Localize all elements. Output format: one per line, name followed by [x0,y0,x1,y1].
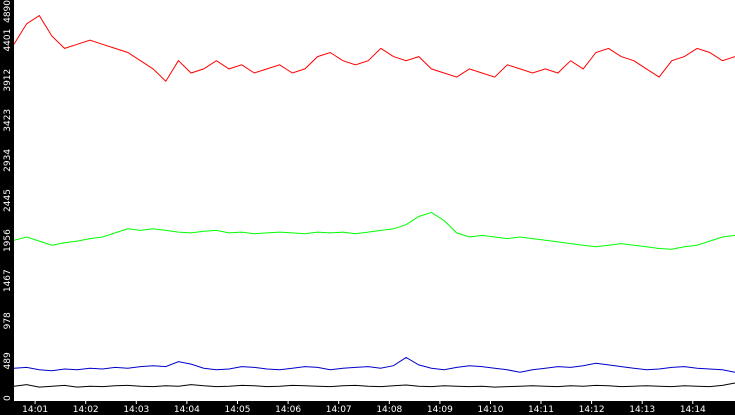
y-tick-label: 1467 [3,269,13,292]
x-tick-label: 14:01 [22,405,48,415]
x-tick-label: 14:04 [174,405,200,415]
x-tick-label: 14:13 [629,405,655,415]
y-tick-label: 4890 [3,0,13,23]
y-tick-label: 0 [3,395,13,401]
plot-area [14,0,735,401]
x-tick-label: 14:03 [123,405,149,415]
y-tick-label: 4401 [3,29,13,52]
x-tick-label: 14:11 [528,405,554,415]
series-line-2 [13,211,735,250]
x-tick-label: 14:09 [427,405,453,415]
y-tick-label: 489 [3,352,13,369]
x-tick-label: 14:14 [680,405,706,415]
y-tick-label: 2445 [3,189,13,212]
y-axis: 0 489 978 1467 1956 2445 2934 3423 3912 4401 4890 [3,0,13,401]
y-tick-label: 1956 [3,229,13,252]
y-tick-label: 3912 [3,69,13,92]
x-tick-label: 14:08 [376,405,402,415]
series-layer [13,14,735,388]
y-tick-label: 2934 [3,149,13,172]
series-line-3 [13,356,735,373]
series-line-4 [13,382,735,388]
x-tick-label: 14:02 [73,405,99,415]
x-axis: 14:01 14:02 14:03 14:04 14:05 14:06 14:07 14:08… [22,401,706,415]
y-tick-label: 3423 [3,109,13,132]
x-tick-label: 14:07 [326,405,352,415]
x-tick-label: 14:10 [478,405,504,415]
y-tick-label: 978 [3,312,13,329]
x-tick-label: 14:06 [275,405,301,415]
x-tick-label: 14:12 [579,405,605,415]
series-line-1 [13,14,735,82]
x-tick-label: 14:05 [225,405,251,415]
